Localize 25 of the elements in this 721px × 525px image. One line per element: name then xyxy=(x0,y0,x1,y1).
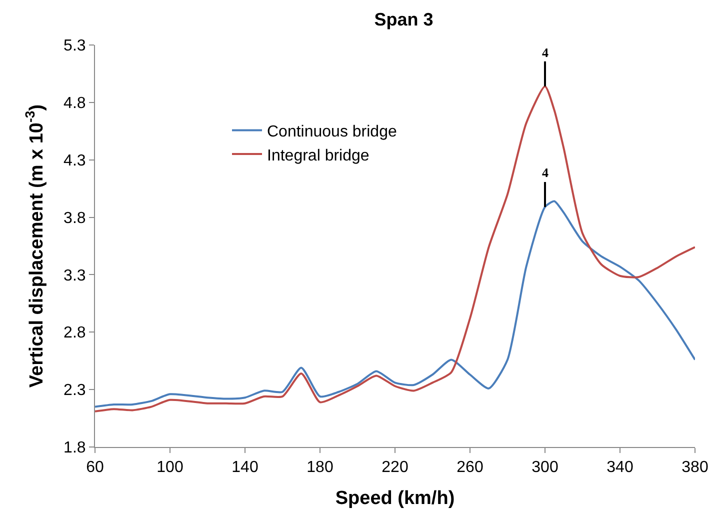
line-series xyxy=(95,85,695,412)
y-tick-label: 4.3 xyxy=(64,152,86,170)
y-tick-label: 2.8 xyxy=(64,324,86,342)
x-tick-label: 300 xyxy=(532,459,558,476)
y-tick-label: 3.3 xyxy=(64,267,86,284)
line-series xyxy=(95,200,695,408)
y-tick-label: 5.3 xyxy=(64,38,86,55)
y-tick-label: 3.8 xyxy=(64,210,86,227)
x-tick-label: 220 xyxy=(382,459,408,476)
x-tick-label: 260 xyxy=(456,459,484,476)
x-tick-label: 340 xyxy=(606,459,634,476)
x-tick-label: 140 xyxy=(232,459,258,476)
legend-label: Integral bridge xyxy=(267,147,370,164)
y-tick-label: 1.8 xyxy=(64,440,86,457)
legend-label: Continuous bridge xyxy=(267,123,397,140)
y-tick-label: 4.8 xyxy=(64,95,86,112)
x-axis-title: Speed (km/h) xyxy=(335,488,455,509)
y-tick-label: 2.3 xyxy=(64,382,86,400)
x-tick-label: 180 xyxy=(306,459,334,476)
x-tick-label: 380 xyxy=(682,459,708,476)
x-tick-label: 60 xyxy=(86,459,104,476)
chart-title: Span 3 xyxy=(374,10,434,30)
x-tick-label: 100 xyxy=(156,459,184,476)
annotation: 4 xyxy=(542,165,549,180)
annotation: 4 xyxy=(542,45,549,60)
